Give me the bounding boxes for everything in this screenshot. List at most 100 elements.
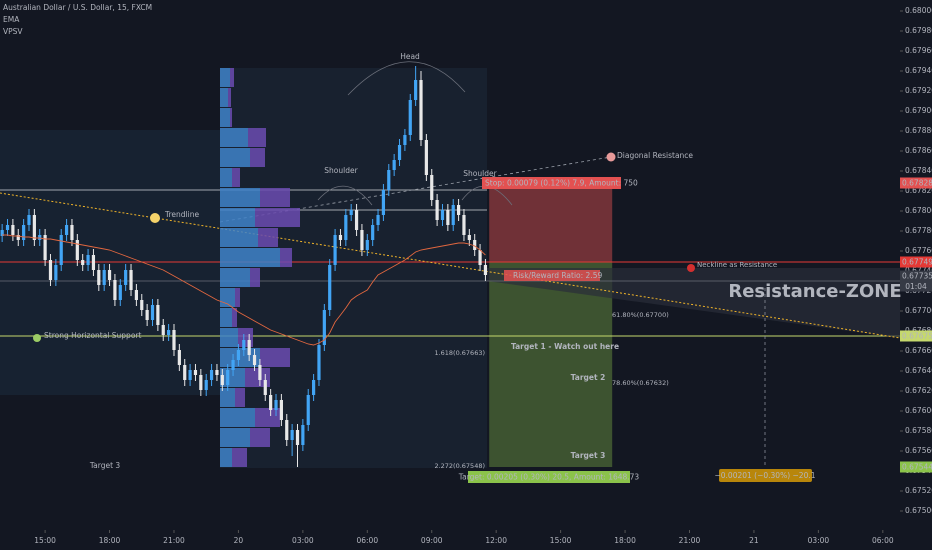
candle-body — [349, 210, 353, 215]
volume-up — [220, 148, 250, 167]
x-tick-label: 18:00 — [99, 536, 121, 545]
point — [33, 334, 41, 342]
volume-down — [280, 248, 292, 267]
candle-body — [338, 235, 343, 240]
annotation: Trendline — [164, 210, 199, 219]
candle-body — [478, 250, 482, 265]
x-tick-label: 06:00 — [872, 536, 894, 545]
volume-up — [220, 228, 258, 247]
volume-up — [220, 448, 232, 467]
candle-body — [16, 235, 20, 240]
candle-body — [5, 225, 10, 230]
annotation: 2.272(0.67548) — [434, 462, 485, 470]
candle-body — [59, 235, 63, 265]
volume-down — [250, 428, 270, 447]
candle-body — [258, 365, 262, 380]
indicator: EMA — [3, 15, 20, 24]
point — [606, 152, 616, 162]
candle-body — [360, 230, 364, 250]
candle-body — [473, 240, 477, 250]
candle-body — [365, 240, 369, 250]
target-label: Target: 0.00205 (0.30%) 20.5, Amount: 16… — [458, 473, 640, 482]
volume-up — [220, 328, 238, 347]
candle-body — [102, 270, 106, 285]
candle-body — [462, 215, 466, 235]
volume-down — [260, 188, 290, 207]
price-flag-label: 0.67828 — [902, 179, 932, 188]
annotation: Target 1 - Watch out here — [511, 342, 619, 351]
candle-body — [456, 205, 461, 215]
volume-down — [235, 388, 245, 407]
y-tick-label: 0.67700 — [905, 306, 932, 315]
ema-line — [2, 234, 486, 346]
candle-body — [209, 370, 214, 380]
candle-body — [161, 325, 165, 335]
volume-up — [220, 128, 248, 147]
candle-body — [113, 280, 117, 300]
volume-down — [248, 128, 266, 147]
annotation: Target 3 — [571, 451, 606, 460]
candle-body — [172, 330, 176, 350]
x-tick-label: 21:00 — [163, 536, 185, 545]
candle-body — [392, 160, 396, 170]
candle-body — [295, 430, 300, 445]
candle-body — [43, 235, 47, 260]
candle-body — [204, 380, 208, 390]
candle-body — [328, 265, 332, 310]
candle-body — [317, 345, 321, 380]
candle-body — [414, 80, 418, 100]
volume-up — [220, 188, 260, 207]
volume-down — [255, 408, 280, 427]
x-tick-label: 15:00 — [550, 536, 572, 545]
candle-body — [215, 370, 219, 375]
candle-body — [156, 305, 160, 325]
zone-panel — [0, 130, 220, 395]
candle-body — [226, 370, 230, 385]
candle-body — [167, 330, 171, 335]
y-tick-label: 0.68000 — [905, 6, 932, 15]
x-tick-label: 20 — [234, 536, 244, 545]
volume-down — [235, 288, 240, 307]
candle-body — [467, 235, 471, 240]
candle-body — [381, 190, 386, 215]
candle-body — [263, 380, 267, 395]
x-tick-label: 03:00 — [292, 536, 314, 545]
annotation: 78.60%(0.67632) — [612, 379, 669, 387]
indicator: VPSV — [3, 27, 23, 36]
range-label: −0.00201 (−0.30%) −20.1 — [714, 471, 815, 480]
candle-body — [387, 170, 391, 190]
candle-body — [70, 225, 74, 240]
candle-body — [129, 270, 133, 290]
volume-down — [250, 268, 260, 287]
candle-body — [435, 200, 439, 220]
annotation: Diagonal Resistance — [617, 151, 693, 160]
volume-up — [220, 268, 250, 287]
volume-down — [258, 228, 278, 247]
candle-body — [27, 215, 31, 225]
candle-body — [193, 370, 198, 375]
price-flag-label: 0.67675 — [902, 332, 932, 341]
volume-down — [228, 88, 231, 107]
candle-body — [371, 225, 375, 240]
candle-body — [32, 215, 36, 240]
candle-body — [188, 370, 192, 380]
point — [150, 213, 160, 223]
range-label-bg — [719, 469, 812, 482]
volume-up — [220, 428, 250, 447]
candle-body — [75, 240, 79, 260]
price-flag — [900, 270, 932, 282]
volume-down — [250, 148, 265, 167]
volume-up — [220, 88, 228, 107]
x-tick-label: 03:00 — [808, 536, 830, 545]
